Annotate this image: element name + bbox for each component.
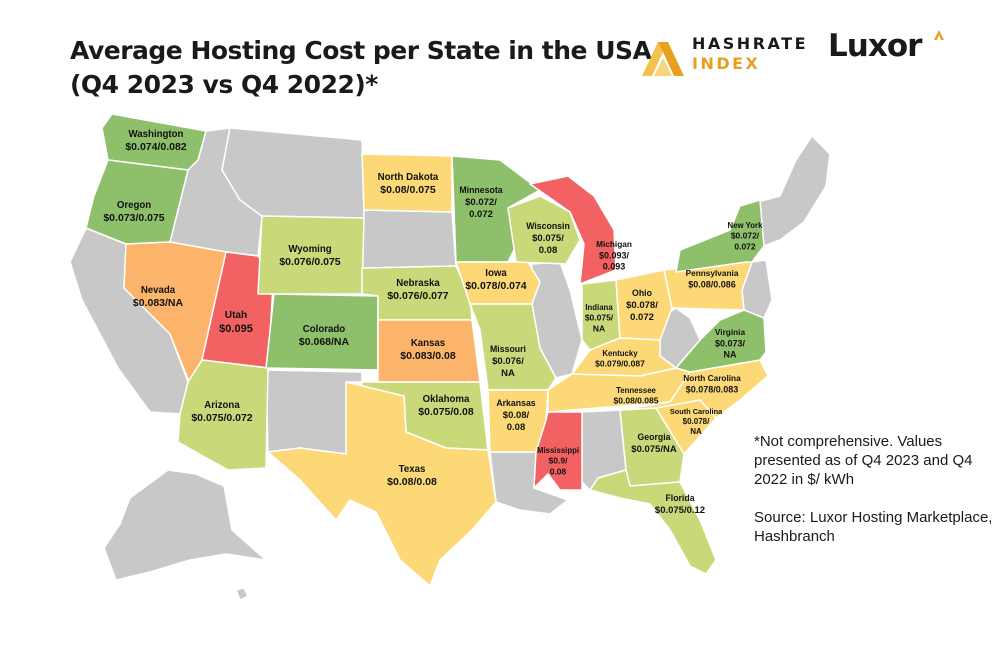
hawaii-region [235, 587, 249, 601]
state-label-arkansas: Arkansas $0.08/0.08 [496, 398, 535, 433]
state-label-colorado: Colorado $0.068/NA [299, 324, 350, 348]
footnote: *Not comprehensive. Values presented as … [754, 432, 994, 546]
state-label-indiana: Indiana $0.075/NA [585, 303, 614, 333]
state-label-minnesota: Minnesota $0.072/0.072 [459, 185, 502, 220]
state-label-texas: Texas $0.08/0.08 [387, 464, 437, 488]
state-label-florida: Florida $0.075/0.12 [655, 493, 705, 516]
florida-shape [589, 469, 717, 575]
ohio-shape [615, 269, 673, 341]
state-label-michigan: Michigan $0.093/0.093 [596, 240, 632, 272]
state-label-iowa: Iowa $0.078/0.074 [465, 268, 526, 292]
state-label-mississippi: Mississippi $0.9/0.08 [537, 446, 579, 476]
wisconsin-shape [507, 195, 581, 265]
index-word: INDEX [692, 54, 761, 73]
mississippi-shape [533, 411, 583, 491]
state-label-wyoming: Wyoming $0.076/0.075 [279, 244, 340, 268]
footnote-disclaimer: *Not comprehensive. Values presented as … [754, 433, 973, 488]
luxor-word: Luxor [828, 28, 922, 64]
state-label-georgia: Georgia $0.075/NA [631, 432, 677, 455]
title-line-1: Average Hosting Cost per State in the US… [70, 36, 652, 65]
new-england-region [757, 135, 831, 247]
state-label-nebraska: Nebraska $0.076/0.077 [387, 278, 448, 302]
north-dakota-shape [361, 153, 453, 213]
state-label-arizona: Arizona $0.075/0.072 [191, 400, 252, 424]
luxor-logo: Luxor [828, 28, 944, 64]
state-label-pennsylvania: Pennsylvania $0.08/0.086 [686, 269, 739, 289]
texas-shape [267, 381, 497, 587]
source-citation: Source: Luxor Hosting Marketplace, Hashb… [754, 509, 993, 545]
luxor-mark-icon [934, 30, 944, 40]
state-label-virginia: Virginia $0.073/NA [715, 328, 746, 360]
alaska-region [103, 469, 267, 581]
new-york-shape [675, 199, 765, 273]
state-label-wisconsin: Wisconsin $0.075/0.08 [526, 221, 570, 256]
state-label-missouri: Missouri $0.076/NA [490, 344, 526, 379]
state-label-kansas: Kansas $0.083/0.08 [400, 338, 456, 362]
state-label-oregon: Oregon $0.073/0.075 [103, 200, 164, 224]
michigan-shape [529, 175, 617, 285]
state-label-nevada: Nevada $0.083/NA [133, 285, 184, 309]
hashrate-index-mark-icon [642, 42, 684, 76]
state-label-north-carolina: North Carolina $0.078/0.083 [683, 374, 741, 394]
state-label-tennessee: Tennessee $0.08/0.085 [614, 386, 659, 406]
arizona-shape [177, 359, 269, 471]
wyoming-shape [257, 215, 365, 295]
state-label-oklahoma: Oklahoma $0.075/0.08 [418, 394, 474, 418]
state-label-ohio: Ohio $0.078/0.072 [626, 288, 658, 323]
hashrate-index-logo: HASHRATE INDEX [640, 32, 830, 80]
title-line-2: (Q4 2023 vs Q4 2022)* [70, 70, 378, 99]
hashrate-word: HASHRATE [692, 34, 808, 53]
virginia-shape [675, 309, 767, 373]
state-label-utah: Utah $0.095 [219, 310, 253, 335]
map-title: Average Hosting Cost per State in the US… [70, 34, 652, 102]
state-label-washington: Washington $0.074/0.082 [125, 129, 186, 153]
state-label-south-carolina: South Carolina $0.078/NA [670, 407, 723, 436]
south-dakota-region [361, 209, 457, 269]
state-label-kentucky: Kentucky $0.079/0.087 [595, 349, 645, 369]
missouri-shape [469, 303, 557, 391]
state-label-north-dakota: North Dakota $0.08/0.075 [378, 172, 439, 196]
state-label-new-york: New York $0.072/0.072 [728, 221, 764, 251]
